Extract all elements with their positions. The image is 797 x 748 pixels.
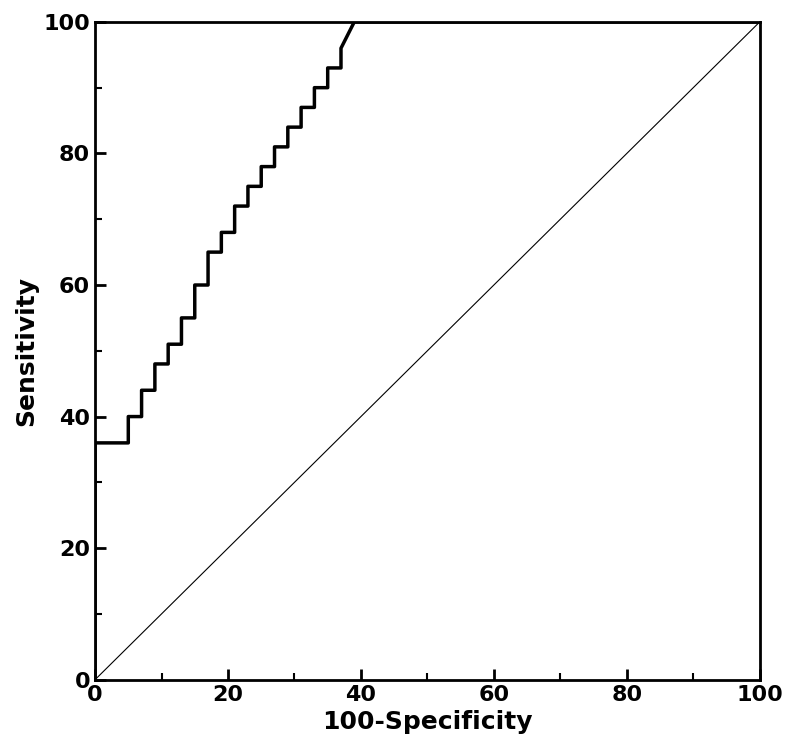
- X-axis label: 100-Specificity: 100-Specificity: [322, 710, 532, 734]
- Y-axis label: Sensitivity: Sensitivity: [14, 276, 38, 426]
